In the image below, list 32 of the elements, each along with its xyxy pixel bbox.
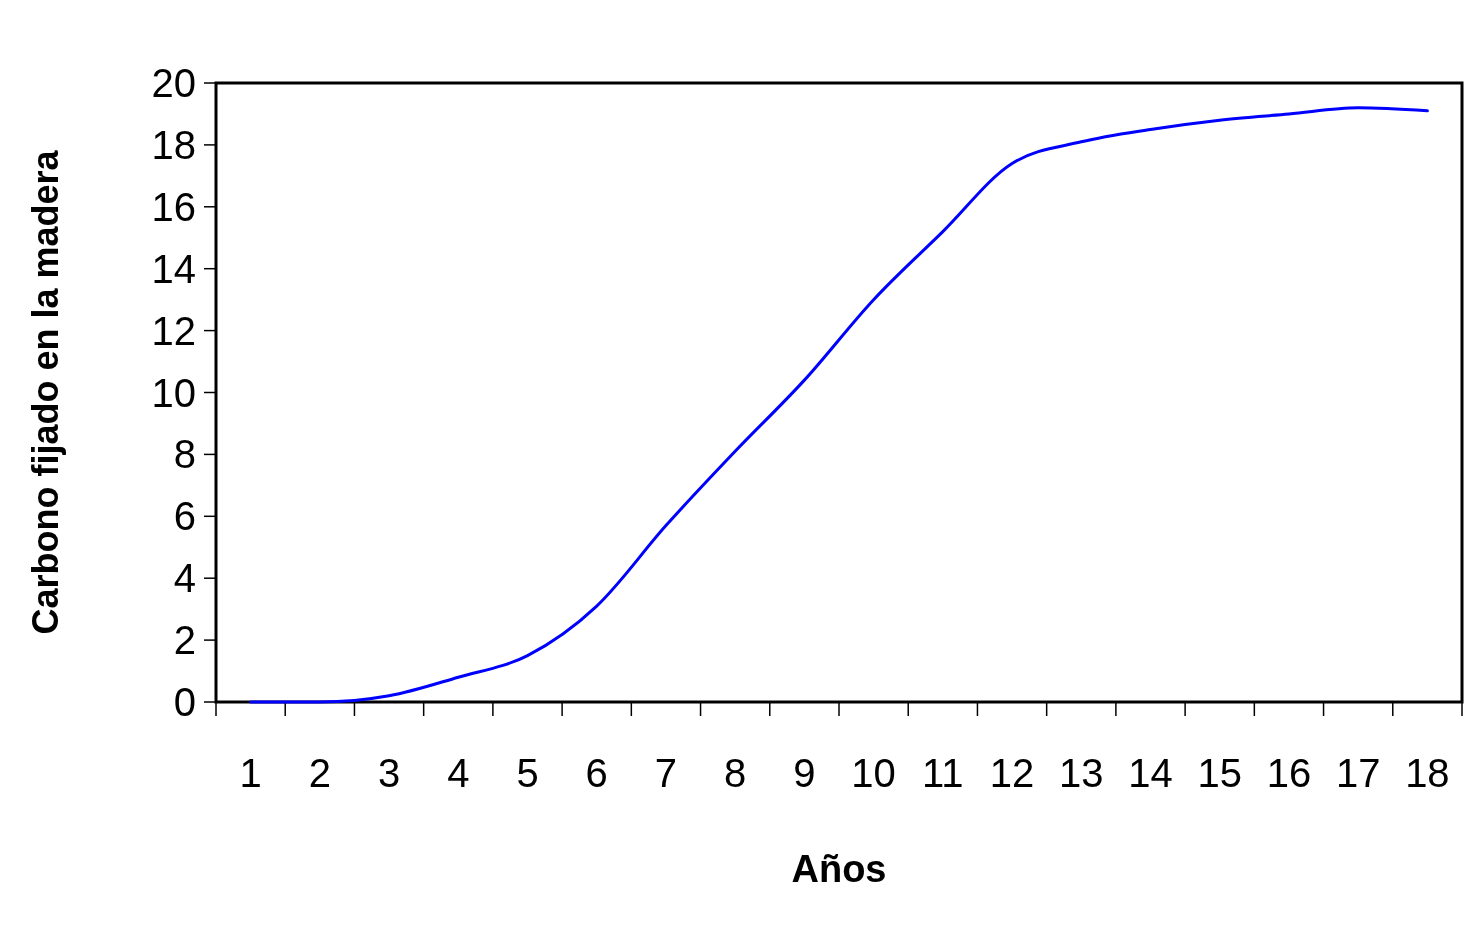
y-tick-label: 14 xyxy=(151,246,196,291)
y-tick-label: 12 xyxy=(151,308,196,353)
x-tick-label: 7 xyxy=(654,751,678,795)
x-tick-label: 4 xyxy=(447,751,470,795)
y-tick-label: 18 xyxy=(151,122,196,167)
x-tick-label: 11 xyxy=(922,751,964,795)
y-tick-label: 4 xyxy=(173,556,196,601)
x-axis-title: Años xyxy=(791,848,887,890)
x-tick-label: 9 xyxy=(793,751,816,795)
x-tick-label: 5 xyxy=(516,751,539,795)
x-tick-label: 13 xyxy=(1059,751,1104,795)
x-tick-label: 1 xyxy=(239,751,262,795)
x-tick-label: 10 xyxy=(851,751,896,795)
y-axis-title: Carbono fijado en la madera xyxy=(25,149,66,635)
y-tick-label: 6 xyxy=(173,494,196,539)
x-tick-label: 2 xyxy=(308,751,331,795)
y-tick-label: 20 xyxy=(151,61,196,105)
x-tick-label: 18 xyxy=(1405,751,1450,795)
y-tick-label: 8 xyxy=(173,432,196,477)
y-tick-label: 10 xyxy=(151,370,196,415)
line-series xyxy=(249,106,1429,704)
x-tick-label: 14 xyxy=(1128,751,1173,795)
x-tick-label: 15 xyxy=(1197,751,1242,795)
x-tick-label: 12 xyxy=(989,751,1035,795)
x-tick-label: 8 xyxy=(724,751,747,795)
x-tick-label: 16 xyxy=(1266,751,1312,795)
x-tick-label: 3 xyxy=(377,751,401,795)
y-tick-label: 2 xyxy=(173,618,196,663)
x-tick-label: 6 xyxy=(585,751,608,795)
x-tick-label: 17 xyxy=(1335,751,1381,795)
y-tick-label: 16 xyxy=(151,184,196,229)
y-tick-label: 0 xyxy=(173,680,196,724)
